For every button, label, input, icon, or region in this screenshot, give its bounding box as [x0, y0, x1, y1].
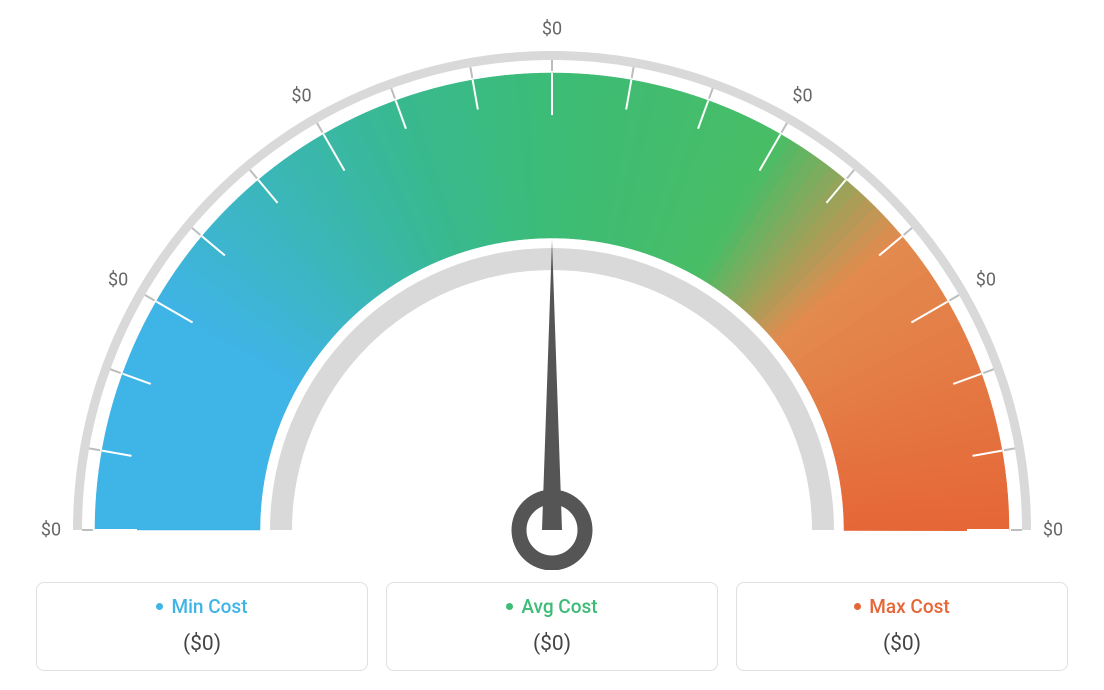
- gauge-chart: $0 $0 $0 $0 $0 $0 $0: [0, 0, 1104, 570]
- legend-value-max: ($0): [737, 632, 1067, 656]
- legend-dot-min: [156, 603, 163, 610]
- legend-label-avg: Avg Cost: [521, 595, 597, 618]
- legend-label-line: Max Cost: [737, 595, 1067, 618]
- legend-card-max: Max Cost ($0): [736, 582, 1068, 671]
- legend-card-avg: Avg Cost ($0): [386, 582, 718, 671]
- legend-card-min: Min Cost ($0): [36, 582, 368, 671]
- legend-value-min: ($0): [37, 632, 367, 656]
- legend-dot-avg: [506, 603, 513, 610]
- gauge-svg: [0, 0, 1104, 570]
- gauge-axis-label: $0: [108, 269, 128, 290]
- legend-label-max: Max Cost: [869, 595, 949, 618]
- gauge-axis-label: $0: [291, 86, 311, 107]
- legend-value-avg: ($0): [387, 632, 717, 656]
- legend-dot-max: [854, 603, 861, 610]
- legend-label-min: Min Cost: [171, 595, 247, 618]
- gauge-axis-label: $0: [542, 19, 562, 40]
- gauge-axis-label: $0: [1043, 520, 1063, 541]
- legend-label-line: Min Cost: [37, 595, 367, 618]
- legend-row: Min Cost ($0) Avg Cost ($0) Max Cost ($0…: [36, 582, 1068, 671]
- gauge-axis-label: $0: [976, 269, 996, 290]
- gauge-axis-label: $0: [792, 86, 812, 107]
- legend-label-line: Avg Cost: [387, 595, 717, 618]
- gauge-axis-label: $0: [41, 520, 61, 541]
